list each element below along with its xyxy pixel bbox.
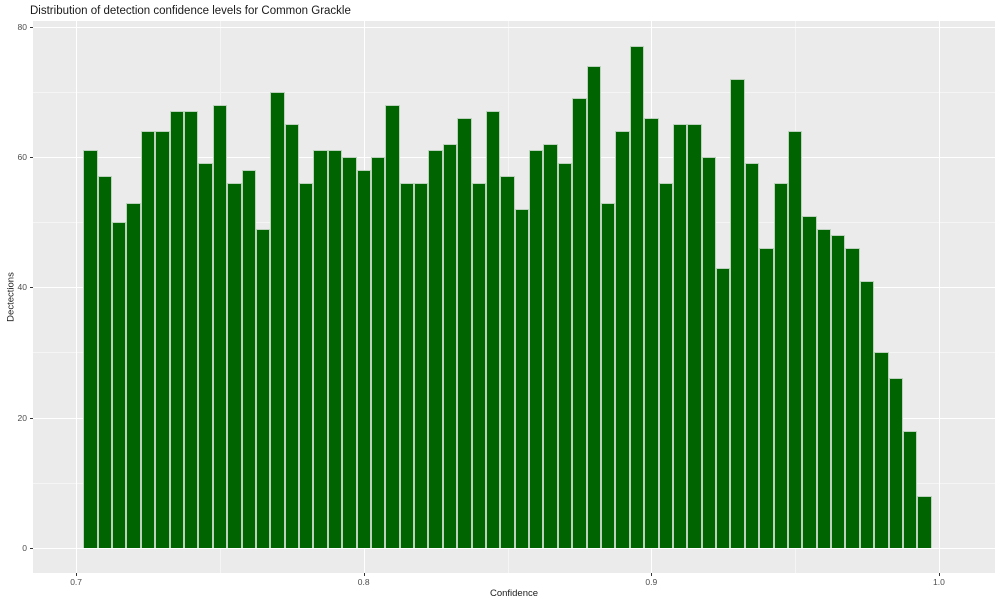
histogram-bar xyxy=(342,156,357,548)
y-tick-label: 60 xyxy=(17,151,27,162)
histogram-bar xyxy=(917,495,932,548)
histogram-bar xyxy=(241,169,256,548)
histogram-bar xyxy=(629,46,645,548)
histogram-bar xyxy=(299,182,314,548)
x-tick-label: 0.9 xyxy=(645,577,658,587)
histogram-bar xyxy=(183,111,199,548)
x-gridline-major xyxy=(938,21,940,573)
histogram-bar xyxy=(428,150,443,548)
histogram-bar xyxy=(543,143,558,548)
histogram-bar xyxy=(888,378,903,548)
histogram-bar xyxy=(744,163,760,548)
histogram-bar xyxy=(155,130,170,548)
histogram-bar xyxy=(442,143,458,548)
histogram-bar xyxy=(586,65,601,548)
histogram-bar xyxy=(227,182,242,548)
chart-title: Distribution of detection confidence lev… xyxy=(30,5,351,17)
histogram-bar xyxy=(773,182,788,548)
histogram-bar xyxy=(457,117,472,548)
histogram-bar xyxy=(529,150,544,548)
plot-panel xyxy=(33,21,995,573)
histogram-bar xyxy=(644,117,659,548)
y-axis-title: Dectections xyxy=(5,272,17,322)
histogram-bar xyxy=(716,267,731,548)
histogram-bar xyxy=(327,150,343,548)
histogram-bar xyxy=(399,182,415,548)
x-tick-label: 0.7 xyxy=(70,577,83,587)
histogram-bar xyxy=(759,248,774,548)
histogram-bar xyxy=(816,228,832,548)
histogram-bar xyxy=(414,182,429,548)
y-tick-label: 40 xyxy=(17,282,27,293)
histogram-bar xyxy=(370,156,386,548)
histogram-bar xyxy=(385,104,400,548)
y-tick-mark xyxy=(30,156,33,158)
histogram-bar xyxy=(615,130,630,548)
y-gridline-major xyxy=(33,547,995,549)
x-tick-mark xyxy=(363,573,365,576)
y-tick-mark xyxy=(30,547,33,549)
x-gridline-major xyxy=(76,21,78,573)
y-tick-label: 80 xyxy=(17,21,27,32)
y-tick-label: 20 xyxy=(17,412,27,423)
histogram-bar xyxy=(97,176,113,548)
x-tick-label: 0.8 xyxy=(357,577,370,587)
y-tick-mark xyxy=(30,417,33,419)
x-tick-mark xyxy=(938,573,940,576)
x-tick-label: 1.0 xyxy=(932,577,945,587)
x-axis-title: Confidence xyxy=(489,588,539,599)
histogram-bar xyxy=(313,150,328,548)
x-tick-mark xyxy=(651,573,653,576)
histogram-bar xyxy=(198,163,213,548)
y-tick-mark xyxy=(30,287,33,289)
histogram-bar xyxy=(572,98,587,548)
histogram-bar xyxy=(658,182,673,548)
histogram-bar xyxy=(112,222,127,548)
y-tick-label: 0 xyxy=(22,542,27,553)
histogram-bar xyxy=(169,111,184,548)
histogram-bar xyxy=(140,130,156,548)
histogram-bar xyxy=(471,182,486,548)
y-gridline-major xyxy=(33,156,995,158)
histogram-bar xyxy=(557,163,573,548)
x-tick-mark xyxy=(76,573,78,576)
histogram-bar xyxy=(802,215,817,548)
histogram-bar xyxy=(845,248,860,548)
y-gridline-major xyxy=(33,26,995,28)
histogram-bar xyxy=(270,91,285,548)
histogram-bar xyxy=(126,202,141,548)
histogram-bar xyxy=(83,150,98,548)
histogram-bar xyxy=(730,78,745,548)
histogram-bar xyxy=(874,352,889,548)
histogram-bar xyxy=(831,235,846,548)
y-gridline-minor xyxy=(33,91,995,93)
histogram-bar xyxy=(600,202,616,548)
histogram-bar xyxy=(672,124,688,548)
histogram-bar xyxy=(701,156,717,548)
histogram-bar xyxy=(787,130,803,548)
histogram-bar xyxy=(687,124,702,548)
histogram-bar xyxy=(500,176,515,548)
histogram-bar xyxy=(902,430,918,548)
histogram-bar xyxy=(485,111,501,548)
histogram-bar xyxy=(859,280,875,548)
histogram-bar xyxy=(514,209,530,548)
y-tick-mark xyxy=(30,26,33,28)
histogram-bar xyxy=(212,104,228,548)
histogram-bar xyxy=(356,169,371,548)
histogram-bar xyxy=(255,228,271,548)
histogram-bar xyxy=(284,124,300,548)
